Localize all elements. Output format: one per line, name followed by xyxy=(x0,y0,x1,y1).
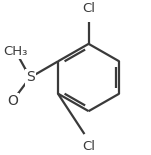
Text: CH₃: CH₃ xyxy=(3,45,28,58)
Text: O: O xyxy=(7,94,18,108)
Text: Cl: Cl xyxy=(82,2,95,15)
Text: S: S xyxy=(26,71,34,84)
Text: Cl: Cl xyxy=(82,140,95,153)
